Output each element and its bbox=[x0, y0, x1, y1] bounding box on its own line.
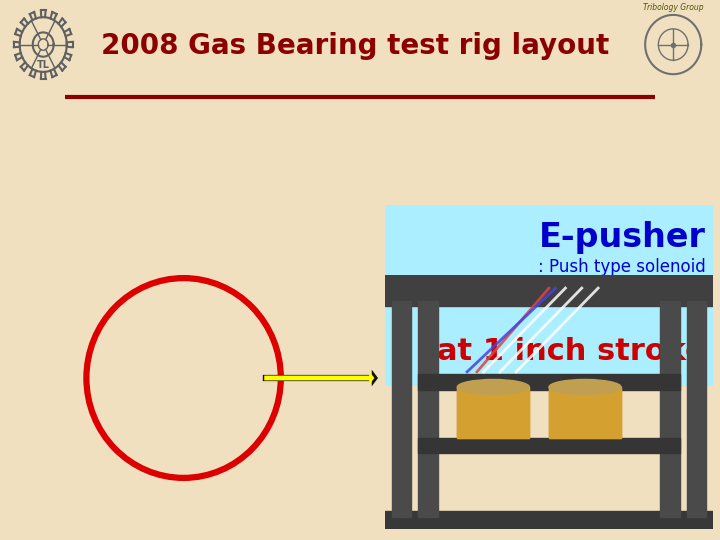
Bar bbox=[418, 438, 680, 453]
Bar bbox=[457, 387, 529, 438]
Bar bbox=[687, 301, 706, 516]
Bar bbox=[549, 387, 621, 438]
Bar bbox=[418, 301, 438, 516]
FancyBboxPatch shape bbox=[0, 0, 720, 97]
Ellipse shape bbox=[457, 380, 529, 395]
Text: 240 N: 240 N bbox=[606, 282, 706, 312]
Bar bbox=[392, 301, 411, 516]
Text: E-pusher: E-pusher bbox=[539, 221, 706, 254]
Text: : Push type solenoid: : Push type solenoid bbox=[538, 258, 706, 276]
Bar bbox=[385, 511, 713, 529]
Text: TL: TL bbox=[37, 60, 50, 71]
Text: at 1 inch stroke: at 1 inch stroke bbox=[437, 336, 706, 366]
Bar bbox=[418, 374, 680, 390]
Text: Tribology Group: Tribology Group bbox=[643, 3, 703, 12]
FancyBboxPatch shape bbox=[385, 205, 713, 386]
Ellipse shape bbox=[549, 380, 621, 395]
Text: 2008 Gas Bearing test rig layout: 2008 Gas Bearing test rig layout bbox=[101, 32, 609, 60]
Bar bbox=[660, 301, 680, 516]
Bar bbox=[457, 387, 529, 438]
Bar bbox=[549, 387, 621, 438]
Bar bbox=[385, 275, 713, 306]
